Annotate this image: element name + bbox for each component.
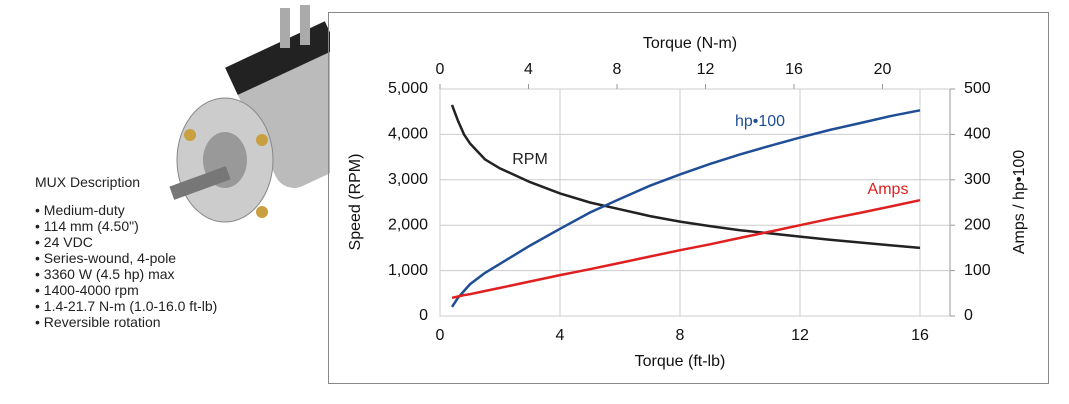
terminal — [300, 5, 310, 45]
spec-item: Medium-duty — [35, 202, 217, 218]
spec-list: Medium-duty114 mm (4.50")24 VDCSeries-wo… — [35, 202, 218, 330]
stud — [184, 129, 196, 141]
terminal — [280, 8, 290, 48]
description-title: MUX Description — [35, 174, 141, 190]
y2-tick-label: 400 — [964, 126, 991, 143]
series-line — [450, 109, 921, 308]
series-label: Amps — [868, 181, 909, 198]
y-tick-label: 1,000 — [388, 262, 428, 279]
x-tick-label: 16 — [911, 327, 929, 344]
y-tick-label: 2,000 — [388, 216, 428, 233]
y-tick-label: 0 — [419, 307, 428, 324]
x-tick-label: 4 — [556, 327, 565, 344]
description: MUX Description Medium-duty114 mm (4.50"… — [35, 174, 217, 330]
spec-item: Reversible rotation — [35, 314, 217, 330]
motor-shaft — [169, 166, 231, 200]
x-tick-label: 0 — [436, 327, 445, 344]
y2-tick-label: 300 — [964, 171, 991, 188]
chart-frame — [328, 12, 1049, 384]
y-tick-label: 5,000 — [388, 80, 428, 97]
x2-tick-label: 12 — [697, 61, 715, 78]
x-axis-label: Torque (ft-lb) — [635, 353, 726, 370]
series-label: hp•100 — [735, 113, 785, 130]
y2-tick-label: 500 — [964, 80, 991, 97]
spec-item: Series-wound, 4-pole — [35, 250, 217, 266]
y-tick-label: 3,000 — [388, 171, 428, 188]
spec-item: 1.4-21.7 N-m (1.0-16.0 ft-lb) — [35, 298, 218, 314]
spec-item: 24 VDC — [35, 234, 217, 250]
stud — [256, 206, 268, 218]
series-label: RPM — [512, 151, 548, 168]
y2-tick-label: 0 — [964, 307, 973, 324]
stud — [256, 134, 268, 146]
y2-axis-label: Amps / hp•100 — [1011, 150, 1028, 254]
spec-item: 1400-4000 rpm — [35, 282, 217, 298]
series-line — [451, 198, 921, 300]
motor-image — [169, 5, 330, 223]
x2-tick-label: 20 — [874, 61, 892, 78]
y2-tick-label: 200 — [964, 216, 991, 233]
y2-tick-label: 100 — [964, 262, 991, 279]
x2-tick-label: 4 — [524, 61, 533, 78]
x-tick-label: 8 — [676, 327, 685, 344]
spec-item: 3360 W (4.5 hp) max — [35, 266, 217, 282]
y-tick-label: 4,000 — [388, 126, 428, 143]
plot-area — [439, 88, 951, 317]
x2-tick-label: 8 — [613, 61, 622, 78]
y-axis-label: Speed (RPM) — [347, 154, 364, 251]
spec-item: 114 mm (4.50") — [35, 218, 217, 234]
x2-tick-label: 16 — [785, 61, 803, 78]
x2-tick-label: 0 — [436, 61, 445, 78]
series-line — [450, 104, 921, 250]
x-tick-label: 12 — [791, 327, 809, 344]
x2-axis-label: Torque (N-m) — [643, 35, 737, 52]
